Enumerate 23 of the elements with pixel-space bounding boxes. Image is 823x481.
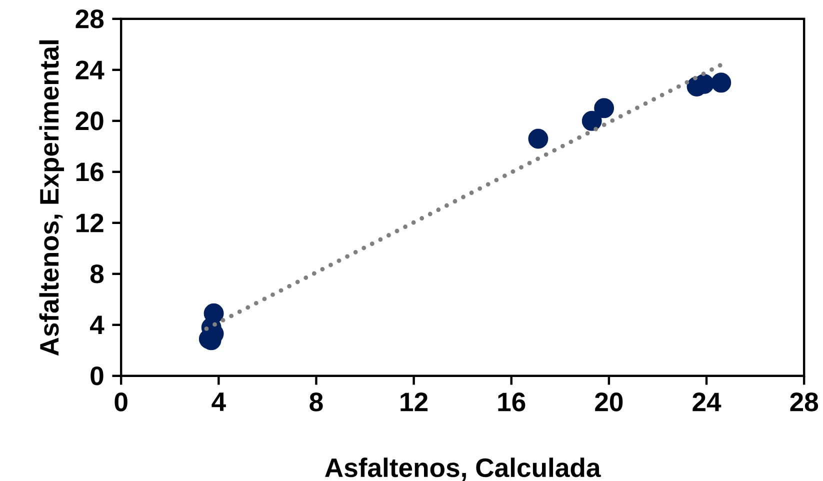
x-tick-label: 24: [692, 392, 722, 412]
x-tick-label: 0: [114, 392, 128, 412]
point: [711, 72, 732, 93]
x-tick-label: 4: [212, 392, 226, 411]
y-tick-label: 4: [90, 316, 104, 334]
x-axis-title: Asfaltenos, Calculada: [325, 458, 601, 481]
x-tick-label: 12: [400, 392, 428, 412]
y-axis-title: Asfaltenos, Experimental: [39, 40, 64, 356]
x-tick-label: 8: [310, 392, 323, 412]
x-tick-label: 20: [595, 392, 623, 412]
y-tick-label: 28: [76, 9, 104, 28]
y-tick-label: 12: [76, 214, 104, 232]
y-tick-label: 0: [90, 366, 104, 386]
y-tick-label: 8: [90, 264, 104, 284]
y-tick-label: 16: [76, 162, 104, 182]
point: [528, 128, 548, 149]
y-tick-label: 24: [76, 60, 104, 80]
point: [582, 110, 602, 131]
x-tick-label: 16: [498, 392, 526, 412]
point: [204, 303, 224, 324]
y-tick-label: 20: [76, 111, 104, 130]
point: [594, 98, 614, 118]
x-tick-label: 28: [790, 392, 818, 412]
